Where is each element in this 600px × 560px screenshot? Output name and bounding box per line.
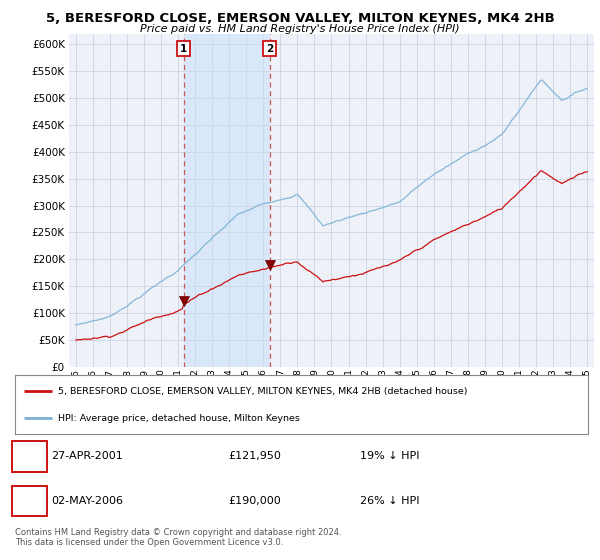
Text: HPI: Average price, detached house, Milton Keynes: HPI: Average price, detached house, Milt… — [58, 414, 300, 423]
Text: Price paid vs. HM Land Registry's House Price Index (HPI): Price paid vs. HM Land Registry's House … — [140, 24, 460, 34]
Text: This data is licensed under the Open Government Licence v3.0.: This data is licensed under the Open Gov… — [15, 538, 283, 547]
Text: 5, BERESFORD CLOSE, EMERSON VALLEY, MILTON KEYNES, MK4 2HB (detached house): 5, BERESFORD CLOSE, EMERSON VALLEY, MILT… — [58, 386, 467, 395]
Text: Contains HM Land Registry data © Crown copyright and database right 2024.: Contains HM Land Registry data © Crown c… — [15, 528, 341, 536]
Text: £190,000: £190,000 — [228, 496, 281, 506]
Text: 5, BERESFORD CLOSE, EMERSON VALLEY, MILTON KEYNES, MK4 2HB: 5, BERESFORD CLOSE, EMERSON VALLEY, MILT… — [46, 12, 554, 25]
Text: 27-APR-2001: 27-APR-2001 — [51, 451, 123, 461]
Text: £121,950: £121,950 — [228, 451, 281, 461]
Text: 1: 1 — [25, 450, 34, 463]
Text: 1: 1 — [180, 44, 187, 54]
Text: 19% ↓ HPI: 19% ↓ HPI — [360, 451, 419, 461]
Text: 26% ↓ HPI: 26% ↓ HPI — [360, 496, 419, 506]
Text: 02-MAY-2006: 02-MAY-2006 — [51, 496, 123, 506]
Text: 2: 2 — [266, 44, 273, 54]
Bar — [184, 34, 269, 367]
Text: 2: 2 — [25, 494, 34, 508]
